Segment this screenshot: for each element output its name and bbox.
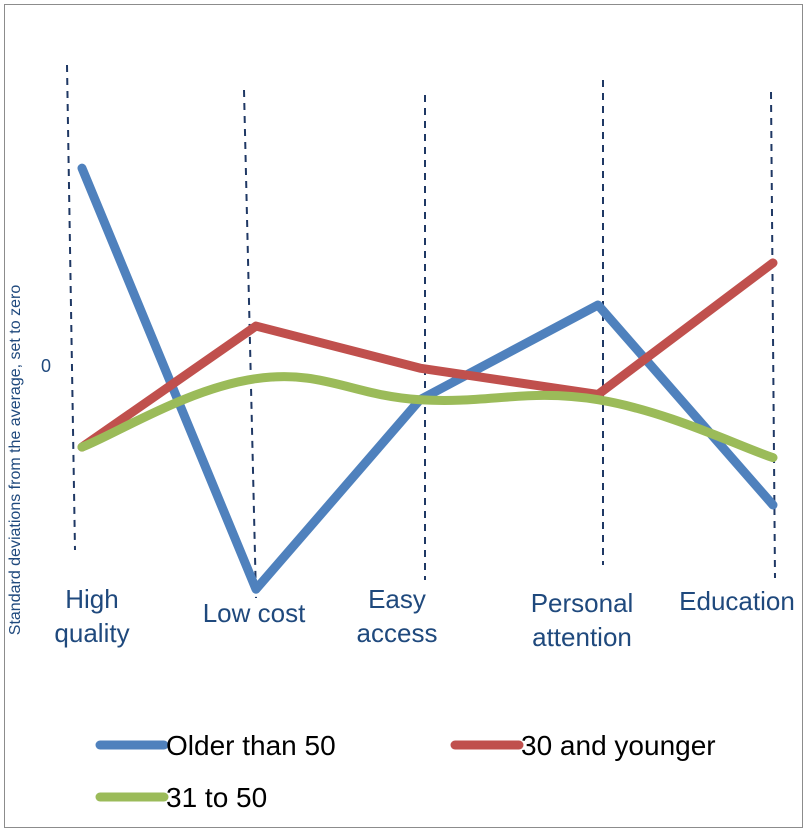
category-label-line: High xyxy=(65,584,118,614)
series-layer xyxy=(77,163,778,594)
category-label-line: quality xyxy=(54,618,129,648)
category-label: High quality xyxy=(54,584,129,648)
category-label-line: Easy xyxy=(368,584,426,614)
category-label-line: Low cost xyxy=(203,598,306,628)
category-label: Easy access xyxy=(357,584,438,648)
legend: Older than 50 30 and younger 31 to 50 xyxy=(95,730,716,813)
category-label-line: Education xyxy=(679,586,795,616)
category-label: Personal attention xyxy=(531,588,634,652)
category-label-line: access xyxy=(357,618,438,648)
category-label: Low cost xyxy=(203,598,306,628)
y-axis-label: Standard deviations from the average, se… xyxy=(7,285,24,636)
legend-label: Older than 50 xyxy=(166,730,336,761)
category-label-line: attention xyxy=(532,622,632,652)
category-labels: High quality Low cost Easy access Personal att… xyxy=(54,584,794,652)
drop-line xyxy=(243,89,257,599)
drop-line xyxy=(66,64,76,551)
y-tick-label: 0 xyxy=(41,356,51,376)
drop-line xyxy=(770,91,776,579)
legend-label: 31 to 50 xyxy=(166,782,267,813)
drop-lines xyxy=(66,64,776,599)
legend-label: 30 and younger xyxy=(521,730,716,761)
category-label-line: Personal xyxy=(531,588,634,618)
category-label: Education xyxy=(679,586,795,616)
